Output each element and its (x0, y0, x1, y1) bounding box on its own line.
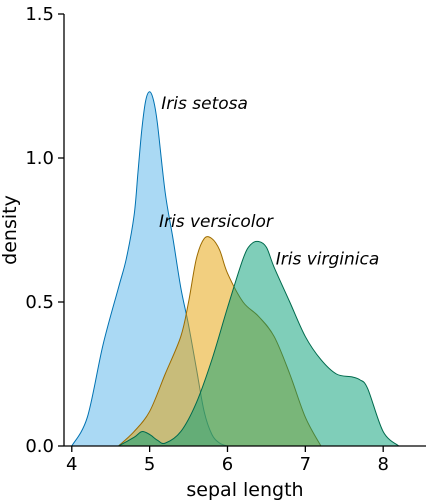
axes (63, 14, 426, 447)
x-tick-label: 5 (144, 454, 155, 475)
x-tick-label: 8 (377, 454, 388, 475)
x-tick-label: 6 (222, 454, 233, 475)
y-tick-label: 0.0 (25, 436, 54, 457)
y-axis-title: density (0, 195, 21, 265)
x-axis-title: sepal length (186, 479, 303, 501)
density-area-iris-virginica (118, 241, 399, 446)
series-label-iris-setosa: Iris setosa (161, 94, 248, 114)
series-label-iris-versicolor: Iris versicolor (159, 212, 274, 232)
y-ticks: 0.0 0.5 1.0 1.5 (25, 4, 64, 457)
y-tick-label: 1.5 (25, 4, 54, 25)
x-tick-label: 4 (66, 454, 77, 475)
density-areas (71, 91, 400, 447)
series-label-iris-virginica: Iris virginica (276, 250, 380, 270)
y-tick-label: 0.5 (25, 292, 54, 313)
x-tick-label: 7 (300, 454, 311, 475)
density-line-iris-virginica (118, 240, 400, 447)
y-tick-label: 1.0 (25, 148, 54, 169)
x-ticks: 4 5 6 7 8 (66, 446, 389, 475)
